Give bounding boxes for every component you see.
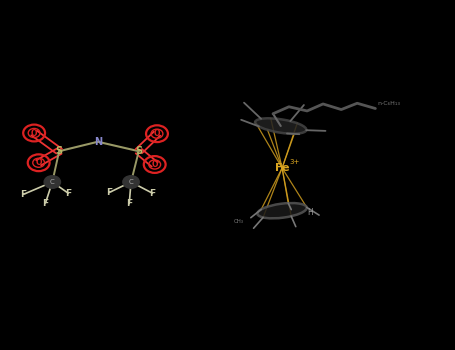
Text: S: S [56,146,63,156]
Text: n-C₆H₁₃: n-C₆H₁₃ [378,101,400,106]
Text: O: O [154,129,160,138]
Text: N: N [94,137,102,147]
Text: Fe: Fe [275,163,289,173]
Text: F: F [20,190,27,199]
Text: F: F [126,199,132,208]
Text: F: F [149,189,156,198]
Ellipse shape [258,203,307,218]
Text: C: C [50,179,55,185]
Text: H: H [307,208,313,217]
Text: F: F [42,198,49,208]
Text: C: C [129,179,133,185]
Text: O: O [152,160,158,169]
Text: CH₃: CH₃ [233,219,243,224]
Text: O: O [31,128,37,138]
Text: O: O [35,158,42,167]
Circle shape [123,176,139,188]
Circle shape [44,176,61,188]
Text: 3+: 3+ [290,159,300,165]
Text: S: S [135,146,142,156]
Text: F: F [65,189,71,198]
Ellipse shape [255,118,306,134]
Text: F: F [106,188,112,197]
